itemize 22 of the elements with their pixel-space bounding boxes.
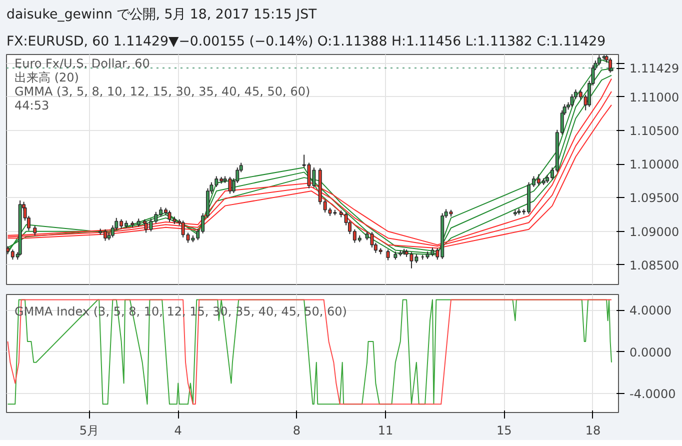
ref-line-label: 1.11429	[630, 62, 680, 76]
y-tick-label: -4.0000	[630, 387, 676, 402]
y-tick-label: 0.0000	[630, 345, 672, 360]
x-tick-label: 8	[292, 424, 300, 438]
y-tick-label: 1.11000	[630, 90, 680, 104]
x-tick-label: 18	[585, 424, 601, 438]
x-tick-label: 4	[174, 424, 182, 438]
y-tick-label: 1.09500	[630, 191, 680, 206]
y-tick-label: 1.10500	[630, 124, 680, 138]
y-tick-label: 1.10000	[630, 158, 680, 172]
x-tick-label: 15	[496, 424, 512, 438]
annotation: 44:53	[14, 98, 50, 112]
x-tick-label: 11	[378, 424, 394, 438]
annotation: GMMA (3, 5, 8, 10, 12, 15, 30, 35, 40, 45, 50, 60)	[14, 84, 310, 98]
y-tick-label: 1.08500	[630, 258, 680, 272]
chart-title: daisuke_gewinn で公開, 5月 18, 2017 15:15 JST	[6, 8, 318, 22]
annotation: 出来高 (20)	[14, 70, 79, 84]
x-tick-label: 5月	[79, 424, 100, 438]
y-tick-label: 1.09000	[630, 224, 680, 239]
y-tick-label: 4.0000	[630, 304, 672, 318]
chart-subtitle: FX:EURUSD, 60 1.11429▼−0.00155 (−0.14%) O:1.11388 H:1.11456 L:1.11382 C:1.11429	[6, 34, 606, 50]
annotation: Euro Fx/U.S. Dollar, 60	[14, 56, 150, 70]
